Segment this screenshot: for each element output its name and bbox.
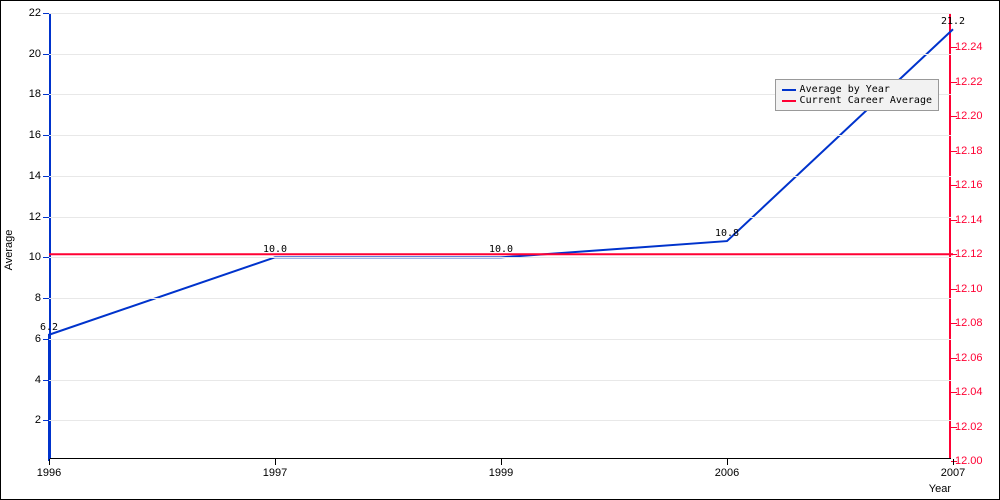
tick <box>43 298 49 299</box>
x-tick-label: 2007 <box>941 467 965 479</box>
gridline <box>49 257 951 258</box>
gridline <box>49 380 951 381</box>
x-tick-label: 2006 <box>715 467 739 479</box>
y2-tick-label: 12.08 <box>955 317 995 329</box>
y2-tick-label: 12.06 <box>955 352 995 364</box>
tick <box>49 459 50 465</box>
legend-swatch <box>782 100 796 102</box>
gridline <box>49 339 951 340</box>
y-tick-label: 2 <box>9 414 41 426</box>
gridline <box>49 54 951 55</box>
legend: Average by Year Current Career Average <box>775 79 939 111</box>
gridline <box>49 135 951 136</box>
gridline <box>49 176 951 177</box>
tick <box>43 420 49 421</box>
legend-swatch <box>782 89 796 91</box>
tick <box>43 217 49 218</box>
tick <box>501 459 502 465</box>
tick <box>43 135 49 136</box>
tick <box>43 54 49 55</box>
legend-label: Current Career Average <box>800 95 932 106</box>
y2-tick-label: 12.00 <box>955 455 995 467</box>
tick <box>953 459 954 465</box>
y-tick-label: 22 <box>9 7 41 19</box>
y-tick-label: 12 <box>9 211 41 223</box>
legend-item: Current Career Average <box>782 95 932 106</box>
data-label: 6.2 <box>40 322 58 333</box>
y2-tick-label: 12.02 <box>955 421 995 433</box>
y-tick-label: 8 <box>9 292 41 304</box>
y2-tick-label: 12.04 <box>955 386 995 398</box>
y2-tick-label: 12.16 <box>955 179 995 191</box>
tick <box>43 339 49 340</box>
tick <box>43 13 49 14</box>
y2-tick-label: 12.10 <box>955 283 995 295</box>
data-label: 10.0 <box>489 244 513 255</box>
y-tick-label: 6 <box>9 333 41 345</box>
y-tick-label: 10 <box>9 251 41 263</box>
gridline <box>49 13 951 14</box>
y2-tick-label: 12.22 <box>955 76 995 88</box>
legend-item: Average by Year <box>782 84 932 95</box>
y-axis-title: Average <box>3 230 15 271</box>
y2-tick-label: 12.20 <box>955 110 995 122</box>
y-tick-label: 14 <box>9 170 41 182</box>
x-tick-label: 1996 <box>37 467 61 479</box>
x-tick-label: 1999 <box>489 467 513 479</box>
chart-container: Average Year 2 4 6 8 10 12 14 16 18 20 22 12.00 12.0… <box>0 0 1000 500</box>
y2-tick-label: 12.12 <box>955 248 995 260</box>
y-tick-label: 18 <box>9 88 41 100</box>
tick <box>727 459 728 465</box>
tick <box>43 257 49 258</box>
y-tick-label: 4 <box>9 374 41 386</box>
data-label: 10.0 <box>263 244 287 255</box>
data-label: 21.2 <box>941 16 965 27</box>
y-tick-label: 20 <box>9 48 41 60</box>
tick <box>43 380 49 381</box>
gridline <box>49 298 951 299</box>
y2-tick-label: 12.14 <box>955 214 995 226</box>
x-tick-label: 1997 <box>263 467 287 479</box>
tick <box>43 176 49 177</box>
legend-label: Average by Year <box>800 84 890 95</box>
y2-tick-label: 12.18 <box>955 145 995 157</box>
y2-tick-label: 12.24 <box>955 41 995 53</box>
gridline <box>49 217 951 218</box>
tick <box>43 94 49 95</box>
data-label: 10.8 <box>715 228 739 239</box>
tick <box>275 459 276 465</box>
y-tick-label: 16 <box>9 129 41 141</box>
x-axis-title: Year <box>929 483 951 495</box>
gridline <box>49 420 951 421</box>
